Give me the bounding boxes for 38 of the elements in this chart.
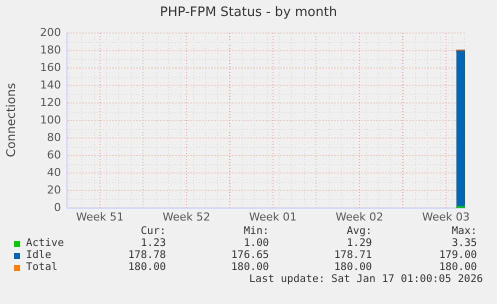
x-tick-label: Week 52 bbox=[162, 210, 210, 224]
y-tick-label: 180 bbox=[40, 43, 61, 56]
text: 180.00 bbox=[231, 261, 269, 273]
y-tick-label: 160 bbox=[40, 60, 61, 74]
legend-label: Idle bbox=[26, 249, 52, 261]
y-tick-label: 0 bbox=[54, 200, 61, 214]
text: Avg: bbox=[346, 225, 372, 237]
y-tick-label: 100 bbox=[40, 113, 61, 126]
text: 178.71 bbox=[334, 249, 372, 261]
text: 1.00 bbox=[244, 237, 269, 249]
text: 180.00 bbox=[334, 261, 372, 273]
text: 3.35 bbox=[452, 237, 477, 249]
text: 180.00 bbox=[439, 261, 477, 273]
y-tick-label: 80 bbox=[47, 130, 61, 144]
y-tick-label: 120 bbox=[40, 96, 61, 109]
legend-label: Active bbox=[26, 237, 64, 249]
text: Min: bbox=[244, 225, 269, 237]
x-tick-label: Week 01 bbox=[249, 210, 297, 224]
text: Last update: Sat Jan 17 01:00:05 2026 bbox=[249, 273, 483, 285]
text: 180.00 bbox=[128, 261, 166, 273]
x-tick-label: Week 03 bbox=[422, 210, 470, 224]
text: 176.65 bbox=[231, 249, 269, 261]
text: 1.23 bbox=[140, 237, 166, 249]
y-tick-label: 200 bbox=[40, 26, 61, 39]
legend-label: Total bbox=[26, 261, 58, 273]
y-tick-label: 20 bbox=[47, 183, 61, 196]
text: 1.29 bbox=[346, 237, 372, 249]
chart-title: PHP-FPM Status - by month bbox=[158, 5, 338, 20]
x-tick-label: Week 51 bbox=[76, 210, 124, 224]
y-tick-label: 40 bbox=[47, 166, 61, 179]
y-tick-label: 140 bbox=[40, 78, 61, 92]
y-tick-label: 60 bbox=[47, 148, 61, 162]
text: Max: bbox=[452, 225, 477, 237]
text: 179.00 bbox=[439, 249, 477, 261]
text: 178.78 bbox=[128, 249, 166, 261]
y-axis-title: Connections bbox=[4, 82, 18, 158]
text: Cur: bbox=[140, 225, 166, 237]
x-tick-label: Week 02 bbox=[336, 210, 384, 224]
